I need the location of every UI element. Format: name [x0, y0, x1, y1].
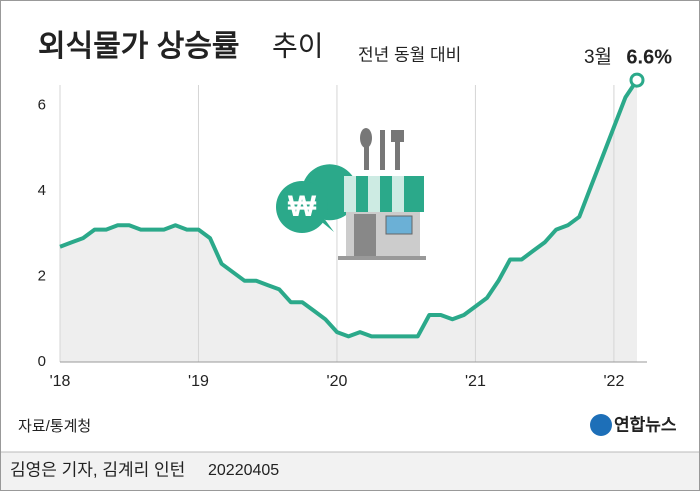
- logo-icon: [590, 414, 612, 436]
- x-tick-label: '20: [327, 373, 348, 390]
- x-tick-label: '21: [465, 373, 486, 390]
- subtitle: 전년 동월 대비: [358, 45, 461, 64]
- illustration: ₩: [276, 128, 426, 260]
- y-tick-label: 0: [38, 353, 46, 370]
- chart-title: 외식물가 상승률: [38, 30, 240, 63]
- value-label: 6.6%: [626, 46, 672, 68]
- source: 자료/통계청: [18, 418, 91, 435]
- logo: 연합뉴스: [614, 414, 677, 434]
- y-tick-label: 4: [38, 182, 46, 199]
- byline: 김영은 기자, 김계리 인턴: [10, 460, 185, 479]
- end-point: [629, 72, 645, 88]
- title-suffix: 추이: [272, 30, 324, 61]
- x-tick-label: '19: [188, 373, 209, 390]
- svg-text:₩: ₩: [288, 190, 317, 223]
- y-tick-label: 2: [38, 268, 46, 285]
- end-label: 3월: [584, 46, 612, 68]
- date: 20220405: [208, 462, 279, 479]
- y-tick-label: 6: [38, 97, 46, 114]
- x-tick-label: '22: [603, 373, 624, 390]
- x-tick-label: '18: [50, 373, 71, 390]
- line: [59, 78, 639, 339]
- footer-bg: [1, 452, 699, 490]
